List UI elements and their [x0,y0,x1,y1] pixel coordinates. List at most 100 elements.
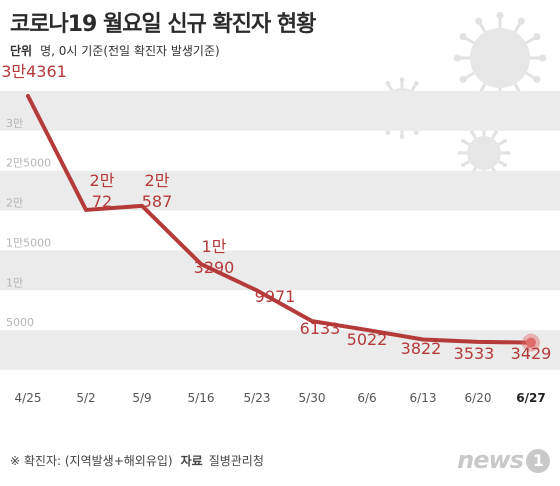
x-axis-strip [0,370,560,432]
virus-spike-tip [533,75,541,83]
source-label: 자료 [180,454,203,468]
data-label: 1만 3290 [194,237,235,277]
virus-spike [464,36,475,45]
data-label-line: 72 [92,192,112,211]
x-tick-label: 6/20 [465,391,492,405]
data-label: 3533 [454,344,495,363]
chart-title: 코로나19 월요일 신규 확진자 현황 [10,12,316,37]
y-tick-label: 5000 [6,316,34,329]
virus-spike [491,132,497,140]
data-label-line: 3429 [511,344,552,363]
virus-spike-tip [413,130,419,135]
virus-spike-tip [539,54,547,62]
virus-spike-tip [461,163,466,168]
y-tick-label: 1만5000 [6,236,51,249]
x-tick-label: 5/16 [188,391,215,405]
series-path [26,94,533,345]
virus-spike-tip [533,33,541,41]
x-tick-label: 5/9 [132,391,151,405]
virus-spike [525,36,536,45]
y-tick-label: 1만 [6,276,23,289]
virus-spike [497,160,505,166]
virus-spike [525,71,536,80]
virus-spike-tip [475,17,483,25]
logo-text: news [457,446,524,474]
x-tick-label: 6/13 [410,391,437,405]
virus-icon [453,11,547,105]
data-label-line: 9971 [255,287,296,306]
data-label-line: 6133 [300,319,341,338]
virus-spike [464,71,475,80]
virus-spike [471,132,477,140]
grid-band [0,250,560,291]
virus-spike-tip [385,130,391,135]
virus-spike-tip [457,150,462,156]
virus-spike [410,83,417,92]
grid-band [0,330,560,370]
series-line [26,94,540,352]
footer: ※ 확진자: (지역발생+해외유입) 자료 질병관리청 [10,452,264,469]
grid-bands [0,90,560,432]
data-label: 5022 [347,330,388,349]
virus-spike [478,22,487,33]
x-tick-label: 6/27 [516,391,545,405]
virus-body [470,28,530,88]
grid-band [0,90,560,131]
virus-spike-tip [453,54,461,62]
data-label: 2만 587 [142,171,173,211]
data-label-line: 3822 [401,339,442,358]
unit-caption: 단위 명, 0시 기준(전일 확진자 발생기준) [10,42,220,59]
virus-spike-tip [461,138,466,143]
footer-note: ※ 확진자: (지역발생+해외유입) [10,454,173,468]
virus-spike [463,140,471,146]
virus-spike-tip [506,150,511,156]
data-label-line: 3533 [454,344,495,363]
data-label-line: 2만 [145,171,170,190]
source-text: 질병관리청 [208,454,264,468]
data-label-line: 5022 [347,330,388,349]
virus-spike [513,22,522,33]
virus-spike-tip [469,130,474,135]
virus-spike-tip [502,163,507,168]
x-tick-label: 4/25 [15,391,42,405]
unit-text: 명, 0시 기준(전일 확진자 발생기준) [40,44,220,58]
virus-spike [387,83,394,92]
data-label-line: 3만4361 [1,62,67,81]
x-tick-label: 5/30 [299,391,326,405]
virus-spike-tip [399,134,405,139]
virus-spike [497,140,505,146]
data-point [526,337,536,348]
virus-spike-tip [459,75,467,83]
data-label: 6133 [300,319,341,338]
data-label-line: 587 [142,192,173,211]
virus-spike-tip [496,11,504,19]
unit-label: 단위 [10,44,33,58]
data-label: 3822 [401,339,442,358]
virus-spike-tip [459,33,467,41]
y-tick-label: 3만 [6,117,23,130]
virus-spike-tip [502,138,507,143]
data-label: 3만4361 [1,62,67,81]
virus-spike [463,160,471,166]
x-tick-label: 5/23 [244,391,271,405]
data-label: 3429 [511,344,552,363]
data-label: 2만 72 [90,171,115,211]
grid-band [0,170,560,211]
news1-logo: news 1 [457,446,550,474]
virus-spike-tip [399,77,405,82]
data-label-line: 1만 [202,237,227,256]
data-label-line: 3290 [194,258,235,277]
y-tick-label: 2만 [6,197,23,210]
virus-body [467,136,501,170]
virus-spike-tip [413,81,419,86]
data-label-line: 2만 [90,171,115,190]
y-tick-label: 2만5000 [6,157,51,170]
data-label: 9971 [255,287,296,306]
logo-badge: 1 [526,449,550,473]
x-axis-ticks: 4/25 5/2 5/9 5/16 5/23 5/30 6/6 6/13 6/20 6/27 [15,391,546,405]
x-tick-label: 5/2 [76,391,95,405]
virus-spike-tip [494,130,499,135]
